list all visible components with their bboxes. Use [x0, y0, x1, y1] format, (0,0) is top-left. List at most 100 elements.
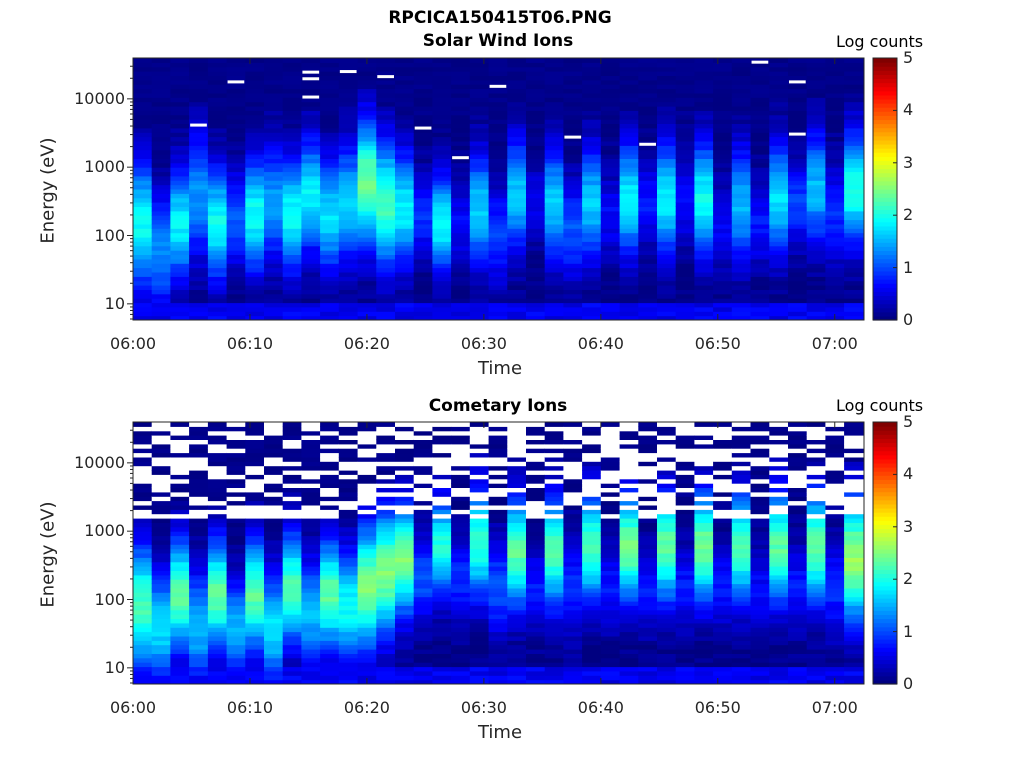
heatmap-cell [488, 180, 508, 186]
heatmap-cell [413, 79, 433, 85]
heatmap-cell [207, 149, 228, 155]
heatmap-cell [189, 219, 209, 225]
heatmap-cell [170, 631, 190, 637]
heatmap-cell [226, 175, 246, 181]
heatmap-cell [488, 500, 508, 506]
heatmap-cell [301, 609, 321, 615]
heatmap-cell [207, 110, 228, 116]
heatmap-cell [226, 193, 246, 199]
heatmap-cell [338, 158, 358, 164]
heatmap-cell [619, 422, 639, 427]
heatmap-cell [133, 566, 153, 571]
heatmap-cell [245, 154, 265, 159]
heatmap-cell [488, 189, 508, 194]
heatmap-cell [207, 276, 228, 282]
heatmap-cell [488, 570, 508, 576]
heatmap-cell [413, 162, 433, 168]
heatmap-cell [825, 193, 845, 199]
heatmap-cell [469, 422, 489, 427]
heatmap-cell [320, 518, 340, 523]
heatmap-cell [338, 443, 358, 449]
heatmap-cell [469, 548, 489, 554]
heatmap-cell [320, 306, 340, 312]
heatmap-cell [488, 592, 508, 598]
heatmap-cell [507, 452, 527, 458]
heatmap-cell [469, 289, 489, 295]
heatmap-cell [376, 596, 396, 602]
heatmap-cell [526, 539, 546, 545]
heatmap-cell [694, 609, 714, 615]
heatmap-cell [750, 232, 770, 238]
heatmap-cell [544, 101, 564, 107]
heatmap-cell [507, 526, 527, 532]
heatmap-cell [526, 289, 546, 295]
heatmap-cell [413, 465, 433, 471]
heatmap-cell [264, 487, 284, 493]
colorbar-segment [873, 553, 897, 558]
heatmap-cell [376, 293, 396, 299]
heatmap-cell [788, 474, 808, 480]
heatmap-cell [282, 141, 302, 146]
heatmap-cell [338, 448, 358, 454]
heatmap-cell [189, 614, 209, 619]
heatmap-cell [338, 609, 358, 615]
spectrogram-column [788, 58, 808, 321]
heatmap-cell [582, 219, 602, 225]
heatmap-cell [226, 465, 246, 471]
heatmap-cell [320, 496, 340, 502]
heatmap-cell [788, 123, 808, 129]
heatmap-cell [301, 293, 321, 299]
heatmap-cell [264, 193, 284, 199]
heatmap-cell [526, 596, 546, 602]
heatmap-cell [338, 193, 358, 199]
heatmap-cell [750, 566, 770, 571]
heatmap-cell [526, 526, 546, 532]
heatmap-cell [582, 518, 602, 523]
heatmap-cell [151, 456, 171, 462]
heatmap-cell [432, 66, 452, 72]
heatmap-cell [582, 596, 602, 602]
heatmap-cell [544, 548, 564, 554]
heatmap-cell [675, 662, 695, 668]
heatmap-cell [526, 478, 546, 484]
heatmap-cell [600, 306, 620, 312]
heatmap-cell [806, 162, 826, 168]
colorbar-segment [873, 573, 897, 579]
heatmap-cell [133, 487, 153, 493]
heatmap-cell [806, 250, 826, 255]
heatmap-cell [731, 435, 751, 440]
heatmap-cell [432, 106, 452, 111]
heatmap-cell [488, 553, 508, 558]
heatmap-cell [788, 58, 808, 63]
heatmap-cell [526, 189, 546, 194]
heatmap-cell [638, 666, 658, 672]
heatmap-cell [207, 561, 228, 567]
heatmap-cell [619, 452, 639, 458]
heatmap-cell [207, 657, 228, 663]
heatmap-cell [320, 675, 340, 681]
heatmap-cell [769, 544, 789, 550]
heatmap-cell [731, 293, 751, 299]
heatmap-cell [507, 158, 527, 164]
heatmap-cell [413, 106, 433, 111]
heatmap-cell [825, 631, 845, 637]
heatmap-cell [320, 241, 340, 247]
heatmap-cell [638, 426, 658, 432]
heatmap-cell [638, 154, 658, 159]
heatmap-cell [526, 127, 546, 133]
heatmap-cell [264, 535, 284, 541]
heatmap-cell [207, 509, 228, 515]
heatmap-cell [282, 430, 302, 436]
heatmap-cell [694, 662, 714, 668]
heatmap-cell [151, 622, 171, 628]
heatmap-cell [638, 439, 658, 445]
heatmap-cell [731, 653, 751, 659]
heatmap-cell [675, 561, 695, 567]
heatmap-cell [395, 465, 415, 471]
colorbar-segment [873, 671, 897, 677]
heatmap-cell [320, 315, 340, 321]
heatmap-cell [488, 653, 508, 659]
heatmap-cell [245, 478, 265, 484]
heatmap-cell [376, 171, 396, 177]
heatmap-cell [338, 657, 358, 663]
